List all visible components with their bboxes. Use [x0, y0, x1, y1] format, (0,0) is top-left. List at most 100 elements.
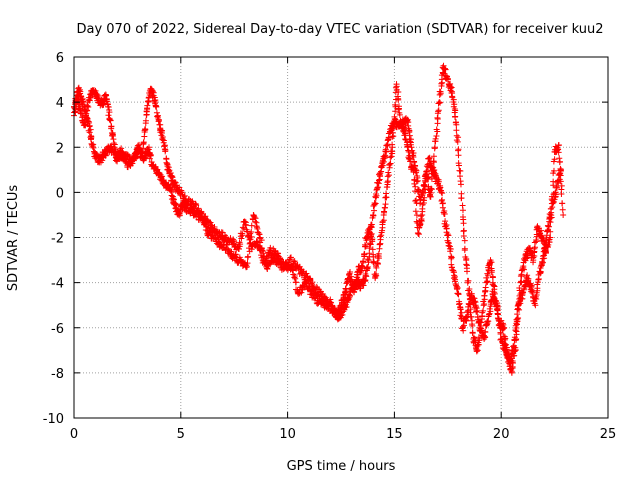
data-point [430, 153, 437, 160]
data-point [362, 243, 369, 250]
data-point [415, 231, 422, 238]
data-point [287, 254, 294, 261]
data-point [385, 172, 392, 179]
data-point [372, 194, 379, 201]
data-point [168, 188, 175, 195]
data-point [389, 133, 396, 140]
data-point [367, 223, 374, 230]
data-point [383, 190, 390, 197]
data-point [448, 254, 455, 261]
data-point [370, 212, 377, 219]
data-point [533, 292, 540, 299]
data-point [389, 150, 396, 157]
data-point [393, 83, 400, 90]
data-point [85, 103, 92, 110]
data-point [461, 247, 468, 254]
data-point [88, 134, 95, 141]
data-point [369, 246, 376, 253]
data-point [464, 279, 471, 286]
data-point [245, 253, 252, 260]
data-point [372, 193, 379, 200]
data-point [343, 288, 350, 295]
data-point [490, 282, 497, 289]
data-point [157, 126, 164, 133]
y-tick-label: -8 [51, 367, 64, 382]
data-point [376, 241, 383, 248]
data-point [171, 179, 178, 186]
data-point [475, 341, 482, 348]
data-point [243, 222, 250, 229]
data-point [107, 117, 114, 124]
data-point [455, 162, 462, 169]
data-point [463, 261, 470, 268]
data-point [456, 300, 463, 307]
y-tick-label: 2 [56, 141, 64, 156]
data-point [378, 229, 385, 236]
data-point [453, 127, 460, 134]
data-point [328, 299, 335, 306]
data-point [418, 216, 425, 223]
data-points [71, 62, 567, 376]
data-point [440, 62, 447, 69]
data-point [106, 109, 113, 116]
data-point [474, 307, 481, 314]
data-point [292, 275, 299, 282]
data-point [513, 331, 520, 338]
data-point [474, 347, 481, 354]
data-point [435, 107, 442, 114]
data-point [445, 240, 452, 247]
data-point [211, 224, 218, 231]
data-point [94, 92, 101, 99]
data-point [380, 217, 387, 224]
data-point [428, 186, 435, 193]
data-point [110, 140, 117, 147]
data-point [298, 289, 305, 296]
grid-lines [74, 57, 608, 418]
data-point [501, 324, 508, 331]
data-point [502, 335, 509, 342]
data-point [137, 149, 144, 156]
data-point [406, 132, 413, 139]
data-point [405, 147, 412, 154]
data-point [460, 220, 467, 227]
data-point [193, 213, 200, 220]
data-point [153, 103, 160, 110]
data-point [442, 218, 449, 225]
data-point [149, 88, 156, 95]
data-point [228, 248, 235, 255]
data-point [192, 200, 199, 207]
data-point [520, 266, 527, 273]
data-point [161, 143, 168, 150]
data-point [302, 279, 309, 286]
data-point [287, 254, 294, 261]
data-point [371, 199, 378, 206]
data-point [142, 126, 149, 133]
data-point [373, 264, 380, 271]
data-point [438, 80, 445, 87]
data-point [550, 178, 557, 185]
data-point [407, 158, 414, 165]
data-point [86, 129, 93, 136]
data-point [437, 88, 444, 95]
data-point [86, 122, 93, 129]
data-point [288, 266, 295, 273]
data-point [534, 285, 541, 292]
data-point [292, 279, 299, 286]
data-point [413, 199, 420, 206]
data-point [455, 146, 462, 153]
data-point [151, 97, 158, 104]
data-point [387, 160, 394, 167]
data-point [159, 134, 166, 141]
data-point [247, 240, 254, 247]
y-tick-label: -10 [43, 412, 64, 427]
data-point [202, 213, 209, 220]
data-point [381, 208, 388, 215]
data-point [548, 212, 555, 219]
data-point [491, 290, 498, 297]
data-point [451, 278, 458, 285]
data-point [195, 210, 202, 217]
data-point [108, 125, 115, 132]
data-point [515, 299, 522, 306]
data-point [154, 113, 161, 120]
data-point [402, 130, 409, 137]
